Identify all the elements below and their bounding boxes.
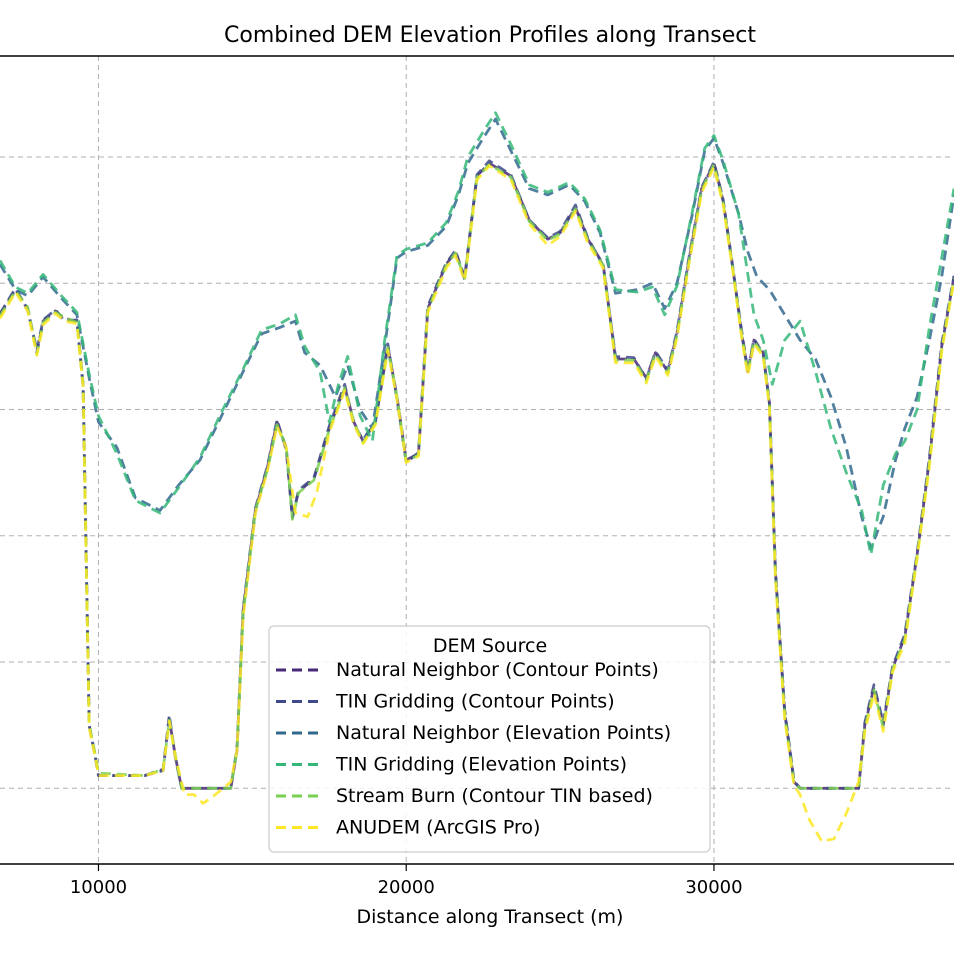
legend-label-1: Natural Neighbor (Contour Points) — [336, 659, 659, 681]
chart-title: Combined DEM Elevation Profiles along Tr… — [224, 23, 756, 48]
legend-label-4: TIN Gridding (Elevation Points) — [335, 754, 627, 776]
legend-label-6: ANUDEM (ArcGIS Pro) — [336, 817, 540, 839]
legend-label-2: TIN Gridding (Contour Points) — [335, 691, 615, 713]
series-line-4 — [0, 111, 954, 557]
legend-label-3: Natural Neighbor (Elevation Points) — [336, 722, 671, 744]
legend-title: DEM Source — [433, 635, 547, 657]
plot-area: 10000 20000 30000 — [0, 55, 954, 898]
x-axis-label: Distance along Transect (m) — [357, 906, 624, 928]
series-line-3 — [0, 117, 954, 550]
legend-box — [268, 625, 711, 853]
legend: DEM Source Natural Neighbor (Contour Poi… — [268, 625, 711, 853]
x-tick-label-2: 30000 — [685, 877, 742, 898]
x-axis-ticks: 10000 20000 30000 — [70, 864, 743, 898]
legend-entries: Natural Neighbor (Contour Points) TIN Gri… — [276, 659, 671, 839]
legend-label-5: Stream Burn (Contour TIN based) — [336, 785, 653, 807]
x-tick-label-0: 10000 — [70, 877, 127, 898]
series-layer — [0, 111, 954, 843]
x-tick-label-1: 20000 — [378, 877, 435, 898]
series-line-6 — [0, 164, 954, 843]
